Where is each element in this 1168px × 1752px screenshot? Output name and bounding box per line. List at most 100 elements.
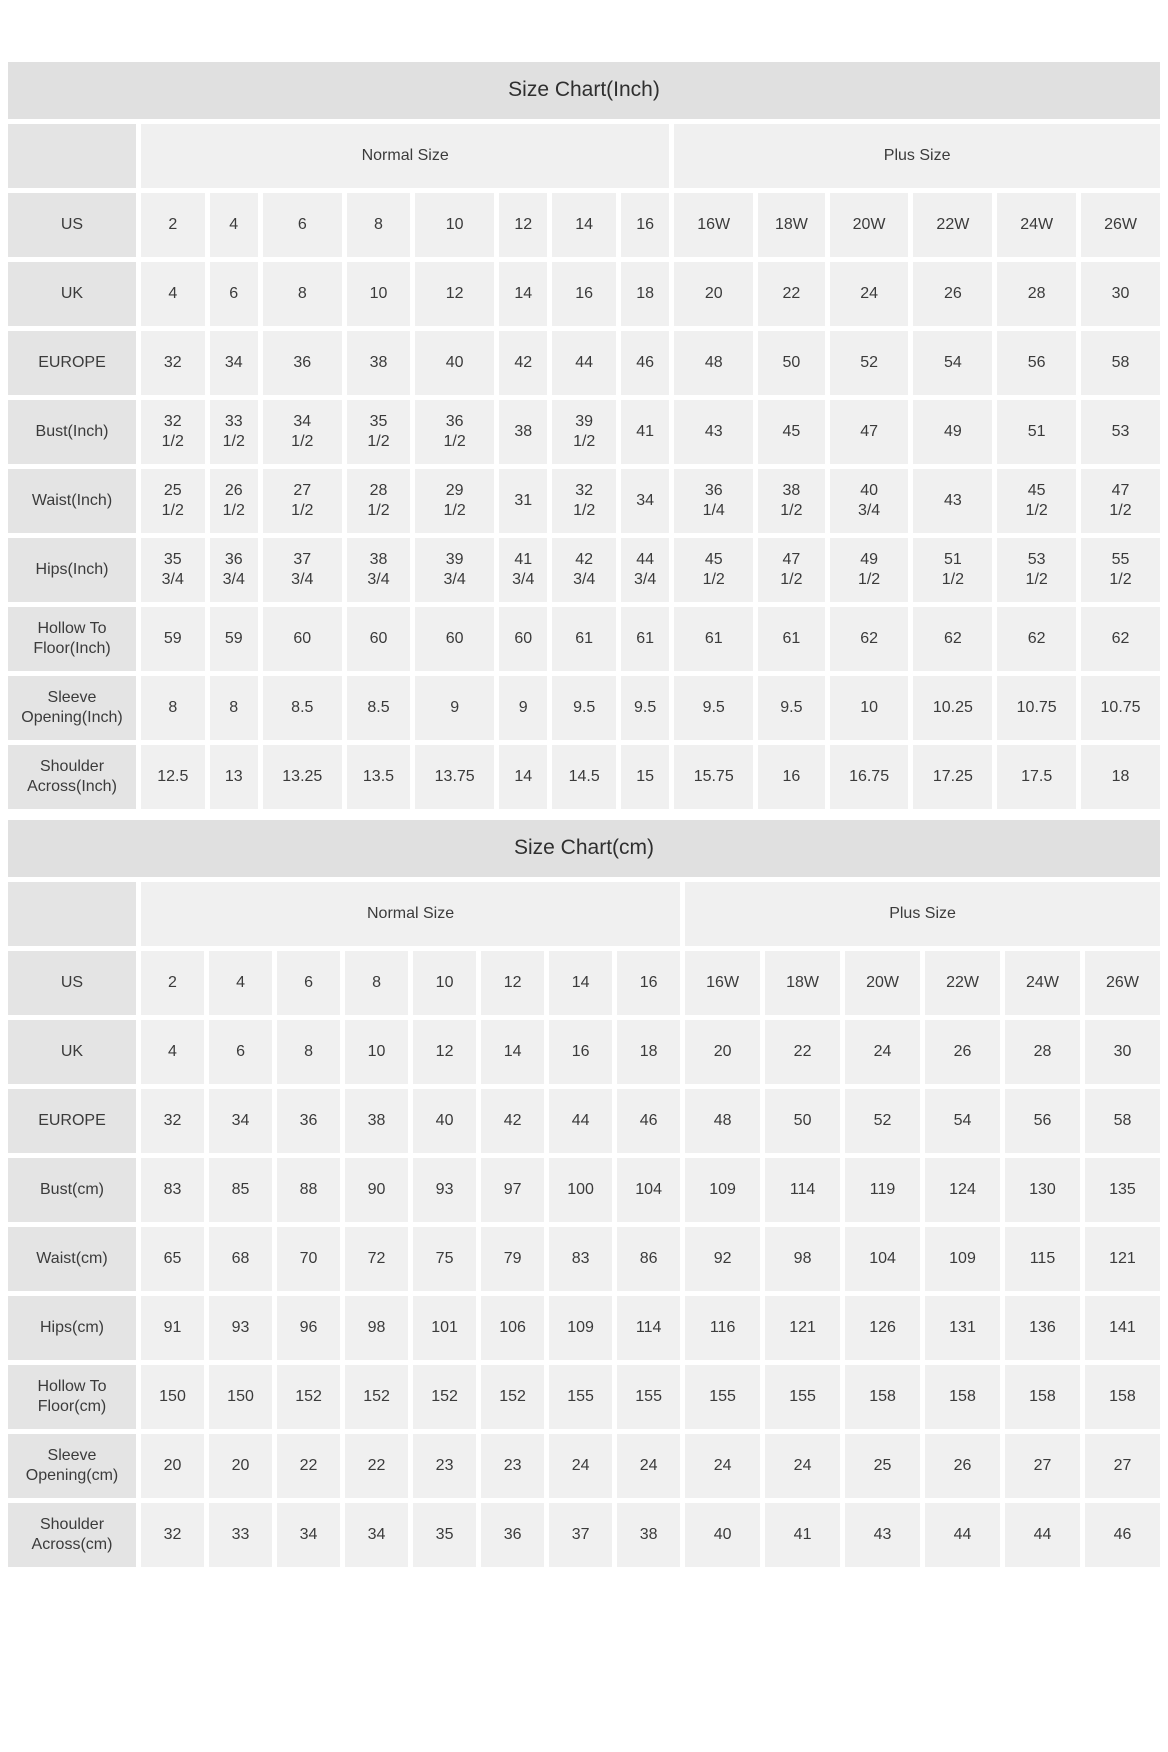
size-cell: 60 — [346, 607, 411, 671]
size-cell: 51 1/2 — [913, 538, 993, 602]
size-cell: 20 — [685, 1020, 761, 1084]
size-cell: 54 — [913, 331, 993, 395]
group-header-row: Normal Size Plus Size — [8, 882, 1160, 946]
row-label: EUROPE — [8, 1089, 136, 1153]
size-chart-inch-title: Size Chart(Inch) — [8, 62, 1160, 119]
size-cell: 33 1/2 — [209, 400, 258, 464]
size-cell: 4 — [141, 1020, 205, 1084]
table-row: Hips(Inch) 35 3/4 36 3/4 37 3/4 38 3/4 39 3/4… — [8, 538, 1160, 602]
size-cell: 135 — [1084, 1158, 1160, 1222]
size-cell: 16 — [620, 193, 670, 257]
corner-cell — [8, 124, 136, 188]
size-cell: 26 — [925, 1020, 1000, 1084]
size-cell: 10.25 — [913, 676, 993, 740]
size-cell: 16 — [758, 745, 825, 809]
plus-size-group-header: Plus Size — [674, 124, 1160, 188]
size-cell: 121 — [1084, 1227, 1160, 1291]
size-cell: 24W — [1005, 951, 1080, 1015]
size-cell: 22 — [758, 262, 825, 326]
size-cell: 131 — [925, 1296, 1000, 1360]
size-cell: 93 — [413, 1158, 477, 1222]
size-cell: 40 — [413, 1089, 477, 1153]
size-cell: 109 — [549, 1296, 613, 1360]
size-cell: 36 — [481, 1503, 545, 1567]
size-cell: 155 — [765, 1365, 841, 1429]
size-cell: 16.75 — [829, 745, 909, 809]
table-row: US 2 4 6 8 10 12 14 16 16W 18W 20W 22W 24W 26W — [8, 951, 1160, 1015]
size-cell: 62 — [829, 607, 909, 671]
size-cell: 27 — [1005, 1434, 1080, 1498]
table-row: Sleeve Opening(Inch) 8 8 8.5 8.5 9 9 9.5 9.5 9.5 9… — [8, 676, 1160, 740]
size-cell: 32 — [141, 1089, 205, 1153]
size-cell: 10.75 — [997, 676, 1077, 740]
size-cell: 79 — [481, 1227, 545, 1291]
size-cell: 33 — [209, 1503, 273, 1567]
size-cell: 124 — [925, 1158, 1000, 1222]
size-cell: 119 — [845, 1158, 921, 1222]
size-cell: 90 — [345, 1158, 409, 1222]
size-cell: 13.25 — [262, 745, 342, 809]
size-cell: 13 — [209, 745, 258, 809]
size-cell: 16 — [617, 951, 681, 1015]
size-cell: 18 — [617, 1020, 681, 1084]
size-cell: 18 — [620, 262, 670, 326]
size-cell: 61 — [674, 607, 754, 671]
size-cell: 12 — [481, 951, 545, 1015]
size-cell: 83 — [549, 1227, 613, 1291]
size-cell: 14 — [552, 193, 616, 257]
size-cell: 24 — [549, 1434, 613, 1498]
size-cell: 10 — [415, 193, 495, 257]
size-chart-inch-section: Size Chart(Inch) Normal Size Plus Size U… — [8, 62, 1160, 814]
row-label: Hollow To Floor(Inch) — [8, 607, 136, 671]
size-cell: 152 — [277, 1365, 341, 1429]
size-cell: 24 — [685, 1434, 761, 1498]
size-cell: 40 — [415, 331, 495, 395]
size-cell: 14 — [499, 262, 548, 326]
size-cell: 96 — [277, 1296, 341, 1360]
table-row: UK 4 6 8 10 12 14 16 18 20 22 24 26 28 30 — [8, 262, 1160, 326]
size-cell: 34 — [209, 1089, 273, 1153]
row-label: Shoulder Across(cm) — [8, 1503, 136, 1567]
size-cell: 155 — [617, 1365, 681, 1429]
size-cell: 115 — [1005, 1227, 1080, 1291]
size-cell: 37 — [549, 1503, 613, 1567]
size-cell: 8 — [346, 193, 411, 257]
size-cell: 9 — [499, 676, 548, 740]
size-cell: 10 — [413, 951, 477, 1015]
size-cell: 26W — [1084, 951, 1160, 1015]
row-label: Hips(Inch) — [8, 538, 136, 602]
size-cell: 62 — [1081, 607, 1160, 671]
row-label: Sleeve Opening(Inch) — [8, 676, 136, 740]
size-cell: 83 — [141, 1158, 205, 1222]
size-cell: 130 — [1005, 1158, 1080, 1222]
size-cell: 49 — [913, 400, 993, 464]
size-cell: 17.25 — [913, 745, 993, 809]
size-cell: 42 3/4 — [552, 538, 616, 602]
size-cell: 38 — [617, 1503, 681, 1567]
size-cell: 26 1/2 — [209, 469, 258, 533]
size-cell: 97 — [481, 1158, 545, 1222]
size-cell: 20 — [209, 1434, 273, 1498]
row-label: Shoulder Across(Inch) — [8, 745, 136, 809]
size-table-cm: Normal Size Plus Size US 2 4 6 8 10 12 14 16 16W 1… — [3, 877, 1165, 1572]
size-cell: 8.5 — [346, 676, 411, 740]
size-cell: 20 — [674, 262, 754, 326]
row-label: EUROPE — [8, 331, 136, 395]
size-cell: 62 — [997, 607, 1077, 671]
size-cell: 39 1/2 — [552, 400, 616, 464]
table-row: Hollow To Floor(cm) 150 150 152 152 152 152 155… — [8, 1365, 1160, 1429]
row-label: Bust(Inch) — [8, 400, 136, 464]
size-cell: 8.5 — [262, 676, 342, 740]
size-cell: 60 — [262, 607, 342, 671]
size-cell: 50 — [765, 1089, 841, 1153]
size-cell: 32 1/2 — [141, 400, 205, 464]
size-cell: 98 — [345, 1296, 409, 1360]
size-cell: 28 — [1005, 1020, 1080, 1084]
size-cell: 8 — [277, 1020, 341, 1084]
size-cell: 92 — [685, 1227, 761, 1291]
size-cell: 41 — [765, 1503, 841, 1567]
size-cell: 53 — [1081, 400, 1160, 464]
normal-size-group-header: Normal Size — [141, 882, 681, 946]
size-cell: 34 1/2 — [262, 400, 342, 464]
size-cell: 35 3/4 — [141, 538, 205, 602]
